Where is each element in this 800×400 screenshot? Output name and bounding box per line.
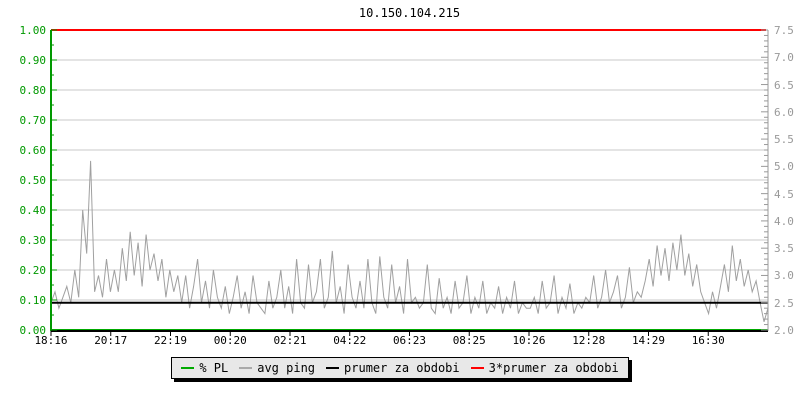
y-axis-label-right: 5.5 (774, 133, 794, 147)
y-axis-label-left: 0.00 (19, 324, 47, 337)
chart-title: 10.150.104.215 (358, 6, 461, 20)
x-axis-label: 14:29 (631, 334, 666, 347)
x-axis-label: 04:22 (333, 334, 367, 347)
y-axis-label-right: 4.5 (774, 187, 794, 201)
y-axis-label-right: 3.5 (774, 242, 794, 256)
x-axis-label: 10:26 (512, 334, 546, 347)
y-axis-label-left: 0.30 (19, 234, 47, 247)
legend-box: % PL avg ping prumer za obdobi 3*prumer za … (171, 357, 629, 379)
x-axis-label: 06:23 (392, 334, 427, 347)
y-axis-label-right: 2.0 (774, 324, 794, 337)
y-axis-label-right: 7.0 (774, 51, 794, 65)
legend-label: prumer za obdobi (344, 361, 460, 375)
y-axis-label-left: 0.50 (19, 174, 47, 187)
y-axis-label-left: 0.10 (19, 294, 47, 307)
y-axis-label-left: 0.40 (19, 204, 47, 217)
legend-item: % PL (181, 361, 228, 375)
legend-item: avg ping (239, 361, 315, 375)
y-axis-label-left: 0.90 (19, 54, 47, 67)
legend: % PL avg ping prumer za obdobi 3*prumer za … (0, 357, 800, 379)
legend-label: 3*prumer za obdobi (488, 361, 619, 375)
legend-item: prumer za obdobi (326, 361, 460, 375)
y-axis-label-left: 1.00 (19, 24, 47, 37)
legend-item: 3*prumer za obdobi (470, 361, 619, 375)
x-axis-label: 12:28 (572, 334, 606, 347)
x-axis-label: 08:25 (452, 334, 486, 347)
legend-dash-icon (181, 367, 195, 369)
x-axis-label: 16:30 (691, 334, 725, 347)
x-axis-label: 22:19 (153, 334, 188, 347)
series-avg-ping (50, 160, 769, 322)
x-axis-label: 02:21 (273, 334, 307, 347)
y-axis-label-right: 6.0 (774, 105, 794, 119)
legend-dash-icon (470, 367, 484, 369)
y-axis-label-left: 0.80 (19, 84, 47, 97)
y-axis-label-right: 4.0 (774, 214, 794, 228)
y-axis-label-left: 0.60 (19, 144, 47, 157)
x-axis-label: 18:16 (34, 334, 68, 347)
legend-dash-icon (239, 367, 253, 369)
legend-label: avg ping (257, 361, 316, 375)
y-axis-label-left: 0.70 (19, 114, 47, 127)
y-axis-label-right: 7.5 (774, 24, 794, 37)
y-axis-label-left: 0.20 (19, 264, 47, 277)
x-axis-label: 00:20 (213, 334, 247, 347)
y-axis-label-right: 2.5 (774, 296, 794, 310)
legend-dash-icon (326, 367, 340, 369)
legend-label: % PL (199, 361, 229, 375)
y-axis-label-right: 6.5 (774, 78, 794, 92)
x-axis-label: 20:17 (94, 334, 128, 347)
y-axis-label-right: 5.0 (774, 160, 794, 174)
y-axis-label-right: 3.0 (774, 269, 794, 283)
